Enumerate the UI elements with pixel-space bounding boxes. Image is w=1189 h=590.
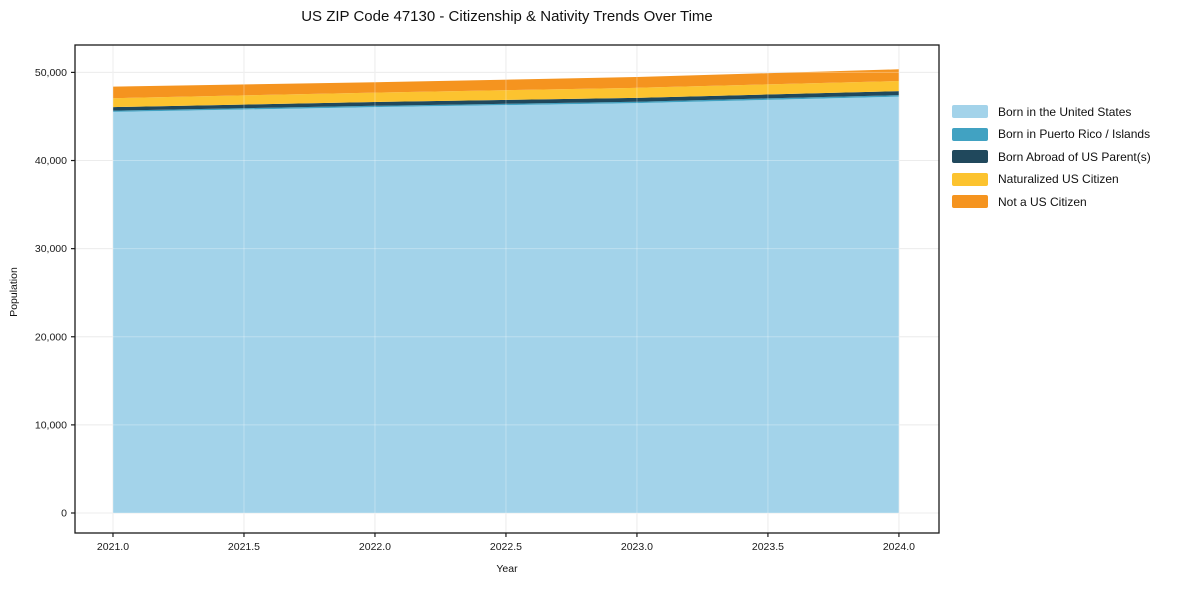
legend-item: Born in Puerto Rico / Islands — [952, 126, 1151, 143]
x-axis-label: Year — [496, 563, 518, 575]
axes-frame — [74, 44, 940, 534]
x-tick-label: 2022.0 — [359, 541, 391, 553]
y-tick-label: 40,000 — [35, 155, 67, 167]
legend-label: Not a US Citizen — [998, 194, 1087, 209]
legend-label: Born in Puerto Rico / Islands — [998, 127, 1151, 141]
legend-label: Born in the United States — [998, 104, 1132, 119]
y-tick-label: 20,000 — [35, 331, 67, 343]
y-tick-label: 30,000 — [35, 243, 67, 255]
x-tick-label: 2023.0 — [621, 541, 653, 553]
legend-swatch — [952, 195, 988, 208]
x-tick-label: 2021.5 — [228, 541, 260, 553]
legend: Born in the United States Born in Puerto … — [952, 103, 1151, 216]
chart-title: US ZIP Code 47130 - Citizenship & Nativi… — [301, 8, 713, 25]
legend-item: Born in the United States — [952, 103, 1151, 120]
legend-label: Naturalized US Citizen — [998, 172, 1119, 186]
x-tick-label: 2022.5 — [490, 541, 522, 553]
legend-swatch — [952, 172, 988, 186]
legend-swatch — [952, 150, 988, 163]
legend-swatch — [952, 105, 988, 118]
legend-item: Naturalized US Citizen — [952, 171, 1151, 188]
legend-item: Born Abroad of US Parent(s) — [952, 148, 1151, 165]
area-series-born-abroad-of-us-parent-s — [113, 91, 899, 111]
area-series-not-a-us-citizen — [113, 69, 899, 99]
y-tick-label: 10,000 — [35, 419, 67, 431]
area-series-naturalized-us-citizen — [113, 81, 899, 108]
legend-item: Not a US Citizen — [952, 193, 1151, 210]
y-tick-label: 50,000 — [35, 67, 67, 79]
y-tick-label: 0 — [61, 507, 67, 519]
area-series-born-in-puerto-rico-islands — [113, 95, 899, 112]
legend-swatch — [952, 127, 988, 141]
legend-label: Born Abroad of US Parent(s) — [998, 149, 1151, 164]
x-tick-label: 2021.0 — [97, 541, 129, 553]
x-tick-label: 2024.0 — [883, 541, 915, 553]
area-series-born-in-the-united-states — [113, 96, 899, 513]
x-tick-label: 2023.5 — [752, 541, 784, 553]
